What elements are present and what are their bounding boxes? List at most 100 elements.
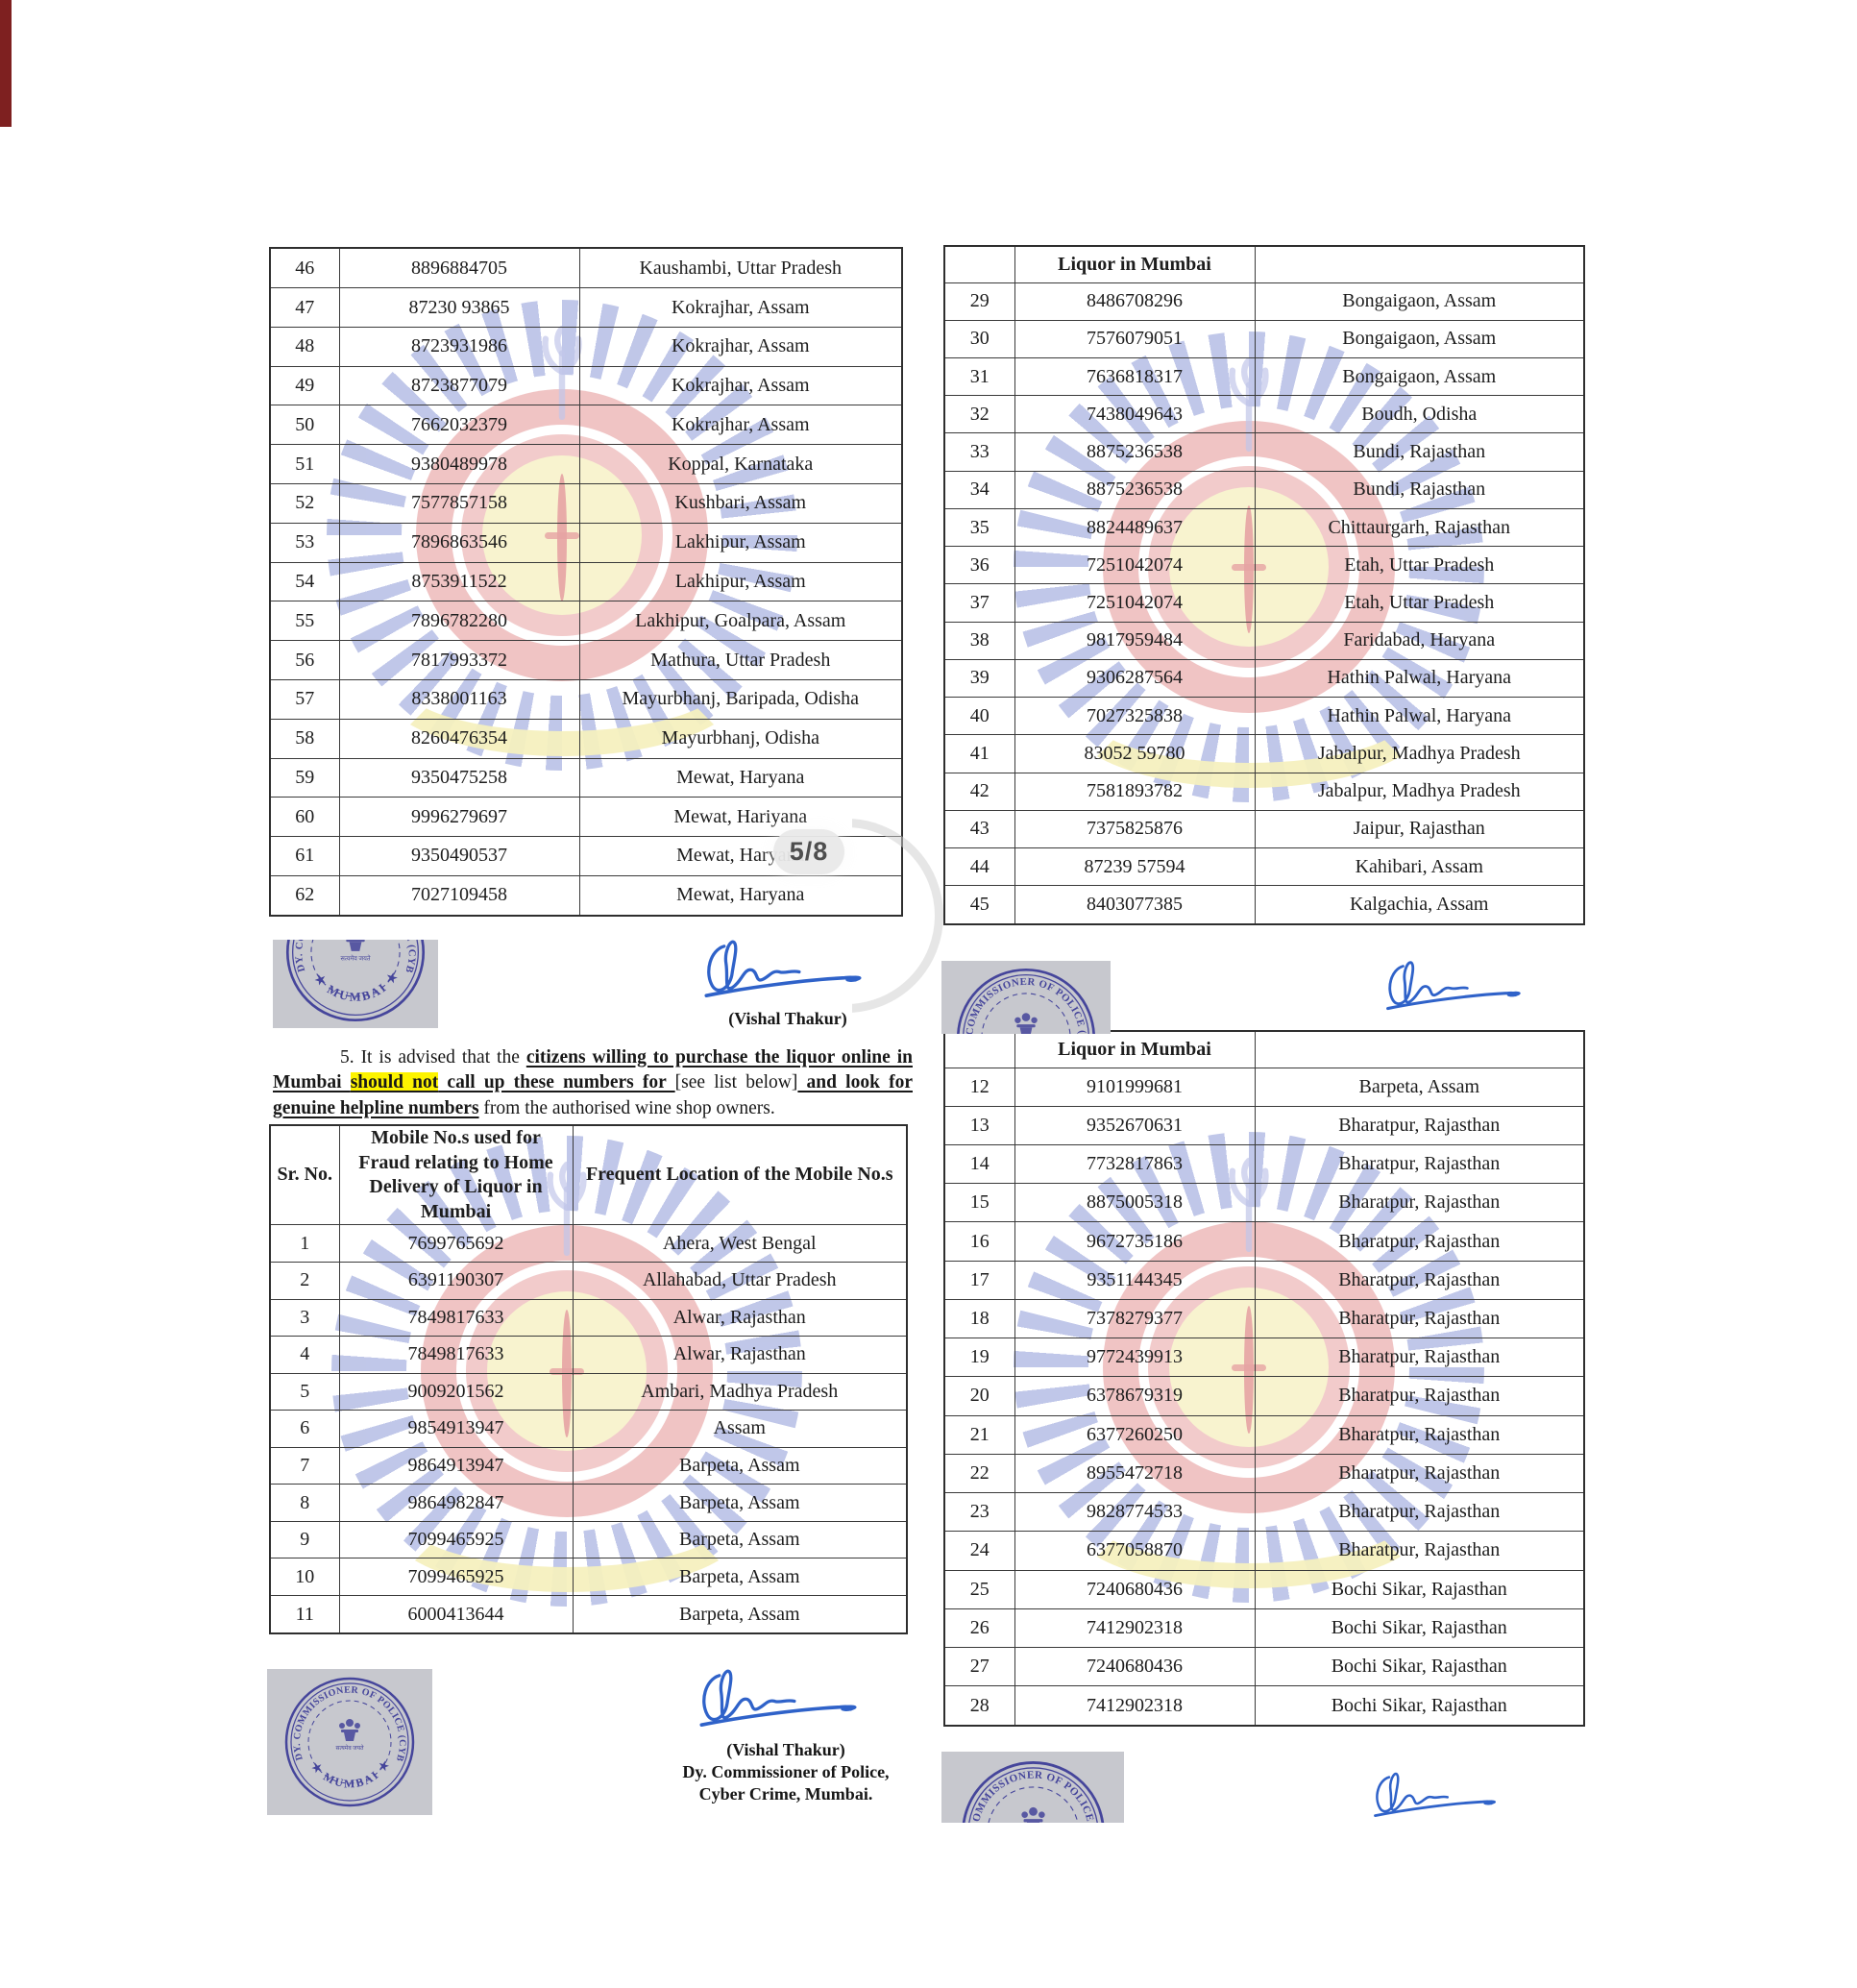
table-cell: 58 bbox=[269, 718, 340, 759]
table-cell: 47 bbox=[269, 287, 340, 328]
table-cell: Lakhipur, Assam bbox=[578, 561, 903, 602]
table-cell: 7240680436 bbox=[1014, 1569, 1256, 1609]
table-cell: 52 bbox=[269, 483, 340, 524]
table-row: 40 7027325838 Hathin Palwal, Haryana bbox=[943, 697, 1585, 736]
table-row: 49 8723877079 Kokrajhar, Assam bbox=[269, 365, 903, 406]
table-row: 54 8753911522 Lakhipur, Assam bbox=[269, 561, 903, 602]
table-cell: 50 bbox=[269, 405, 340, 446]
table-cell: Bharatpur, Rajasthan bbox=[1254, 1531, 1585, 1571]
table-cell: 25 bbox=[943, 1569, 1015, 1609]
table-cell: 83052 59780 bbox=[1014, 734, 1256, 773]
table-cell: 27 bbox=[943, 1647, 1015, 1687]
table-row: 32 7438049643 Boudh, Odisha bbox=[943, 395, 1585, 434]
signature bbox=[699, 1669, 857, 1727]
table-cell: Bharatpur, Rajasthan bbox=[1254, 1105, 1585, 1145]
table-cell: 51 bbox=[269, 444, 340, 485]
table-cell: 6378679319 bbox=[1014, 1376, 1256, 1416]
table-row: 14 7732817863 Bharatpur, Rajasthan bbox=[943, 1143, 1585, 1185]
table-cell: 7817993372 bbox=[338, 640, 580, 680]
table-row: 51 9380489978 Koppal, Karnataka bbox=[269, 444, 903, 485]
table-cell: Alwar, Rajasthan bbox=[572, 1298, 908, 1338]
table-row: 47 87230 93865 Kokrajhar, Assam bbox=[269, 287, 903, 328]
table-row: 15 8875005318 Bharatpur, Rajasthan bbox=[943, 1183, 1585, 1223]
table-cell: Etah, Uttar Pradesh bbox=[1254, 546, 1585, 585]
header-cell-empty bbox=[1254, 1030, 1585, 1068]
table-cell: 43 bbox=[943, 809, 1015, 849]
table-cell: 41 bbox=[943, 734, 1015, 773]
table-cell: 8875236538 bbox=[1014, 432, 1256, 472]
table-cell: 9996279697 bbox=[338, 797, 580, 838]
table-row: 26 7412902318 Bochi Sikar, Rajasthan bbox=[943, 1608, 1585, 1649]
table-cell: Bochi Sikar, Rajasthan bbox=[1254, 1608, 1585, 1649]
header-cell-sr-no: Sr. No. bbox=[269, 1124, 340, 1226]
table-cell: 8955472718 bbox=[1014, 1453, 1256, 1494]
table-cell: 36 bbox=[943, 546, 1015, 585]
table-cell: 3 bbox=[269, 1298, 340, 1338]
table-cell: 7849817633 bbox=[338, 1298, 574, 1338]
table-cell: 9672735186 bbox=[1014, 1221, 1256, 1262]
table-row: 29 8486708296 Bongaigaon, Assam bbox=[943, 282, 1585, 321]
table-cell: Bharatpur, Rajasthan bbox=[1254, 1414, 1585, 1455]
signatory-title: Dy. Commissioner of Police, bbox=[682, 1762, 890, 1781]
table-cell: 31 bbox=[943, 356, 1015, 397]
table-cell: 8403077385 bbox=[1014, 885, 1256, 925]
table-cell: 6000413644 bbox=[338, 1595, 574, 1634]
table-cell: 7251042074 bbox=[1014, 546, 1256, 585]
table-cell: 7412902318 bbox=[1014, 1685, 1256, 1727]
table-row: 35 8824489637 Chittaurgarh, Rajasthan bbox=[943, 507, 1585, 548]
table-cell: Ahera, West Bengal bbox=[572, 1224, 908, 1263]
table-row: 17 9351144345 Bharatpur, Rajasthan bbox=[943, 1260, 1585, 1300]
table-cell: 12 bbox=[943, 1067, 1015, 1107]
signature bbox=[704, 940, 862, 997]
table-row: 1 7699765692 Ahera, West Bengal bbox=[269, 1224, 908, 1263]
table-row: 31 7636818317 Bongaigaon, Assam bbox=[943, 356, 1585, 397]
table-cell: 54 bbox=[269, 561, 340, 602]
table-cell: 9380489978 bbox=[338, 444, 580, 485]
table-cell: Bharatpur, Rajasthan bbox=[1254, 1143, 1585, 1185]
table-cell: 7412902318 bbox=[1014, 1608, 1256, 1649]
table-cell: Bochi Sikar, Rajasthan bbox=[1254, 1569, 1585, 1609]
police-stamp: DY. COMMISSIONER OF POLICE (CYBER) bbox=[941, 961, 1111, 1034]
table-row: 61 9350490537 Mewat, Haryana bbox=[269, 836, 903, 876]
corner-strip bbox=[0, 0, 12, 127]
table-cell: Bundi, Rajasthan bbox=[1254, 432, 1585, 472]
header-cell-liquor: Liquor in Mumbai bbox=[1014, 1030, 1256, 1068]
table-cell: 20 bbox=[943, 1376, 1015, 1416]
table-row: 22 8955472718 Bharatpur, Rajasthan bbox=[943, 1453, 1585, 1494]
table-row: 59 9350475258 Mewat, Haryana bbox=[269, 757, 903, 798]
table-cell: Barpeta, Assam bbox=[572, 1595, 908, 1634]
table-row: 21 6377260250 Bharatpur, Rajasthan bbox=[943, 1414, 1585, 1455]
table-cell: 7027109458 bbox=[338, 874, 580, 917]
table-cell: 8896884705 bbox=[338, 247, 580, 289]
table-cell: 8875236538 bbox=[1014, 470, 1256, 509]
header-cell-empty bbox=[943, 1030, 1015, 1068]
table-cell: Mewat, Haryana bbox=[578, 836, 903, 876]
table-cell: 21 bbox=[943, 1414, 1015, 1455]
table-cell: 17 bbox=[943, 1260, 1015, 1300]
advisory-text: [see list below] bbox=[674, 1072, 798, 1092]
table-cell: 6 bbox=[269, 1410, 340, 1448]
table-cell: 46 bbox=[269, 247, 340, 289]
table-cell: 26 bbox=[943, 1608, 1015, 1649]
table-cell: Barpeta, Assam bbox=[572, 1520, 908, 1559]
table-cell: 8824489637 bbox=[1014, 507, 1256, 548]
table-cell: 8338001163 bbox=[338, 678, 580, 720]
table-cell: Bharatpur, Rajasthan bbox=[1254, 1492, 1585, 1533]
table-cell: 59 bbox=[269, 757, 340, 798]
table-row: 44 87239 57594 Kahibari, Assam bbox=[943, 847, 1585, 887]
stamp-motto: सत्यमेव जयते bbox=[335, 1744, 364, 1752]
table-row: 5 9009201562 Ambari, Madhya Pradesh bbox=[269, 1372, 908, 1411]
table-row: 23 9828774533 Bharatpur, Rajasthan bbox=[943, 1492, 1585, 1533]
table-row: 7 9864913947 Barpeta, Assam bbox=[269, 1446, 908, 1485]
table-cell: Jabalpur, Madhya Pradesh bbox=[1254, 772, 1585, 811]
table-cell: 9306287564 bbox=[1014, 658, 1256, 699]
table-cell: 32 bbox=[943, 395, 1015, 434]
table-cell: 14 bbox=[943, 1143, 1015, 1185]
signatory-name: (Vishal Thakur) bbox=[726, 1740, 845, 1759]
table-cell: 9101999681 bbox=[1014, 1067, 1256, 1107]
table-cell: 49 bbox=[269, 365, 340, 406]
table-cell: Bongaigaon, Assam bbox=[1254, 319, 1585, 358]
table-cell: 48 bbox=[269, 326, 340, 367]
header-cell-liquor: Liquor in Mumbai bbox=[1014, 245, 1256, 283]
table-cell: Kahibari, Assam bbox=[1254, 847, 1585, 887]
